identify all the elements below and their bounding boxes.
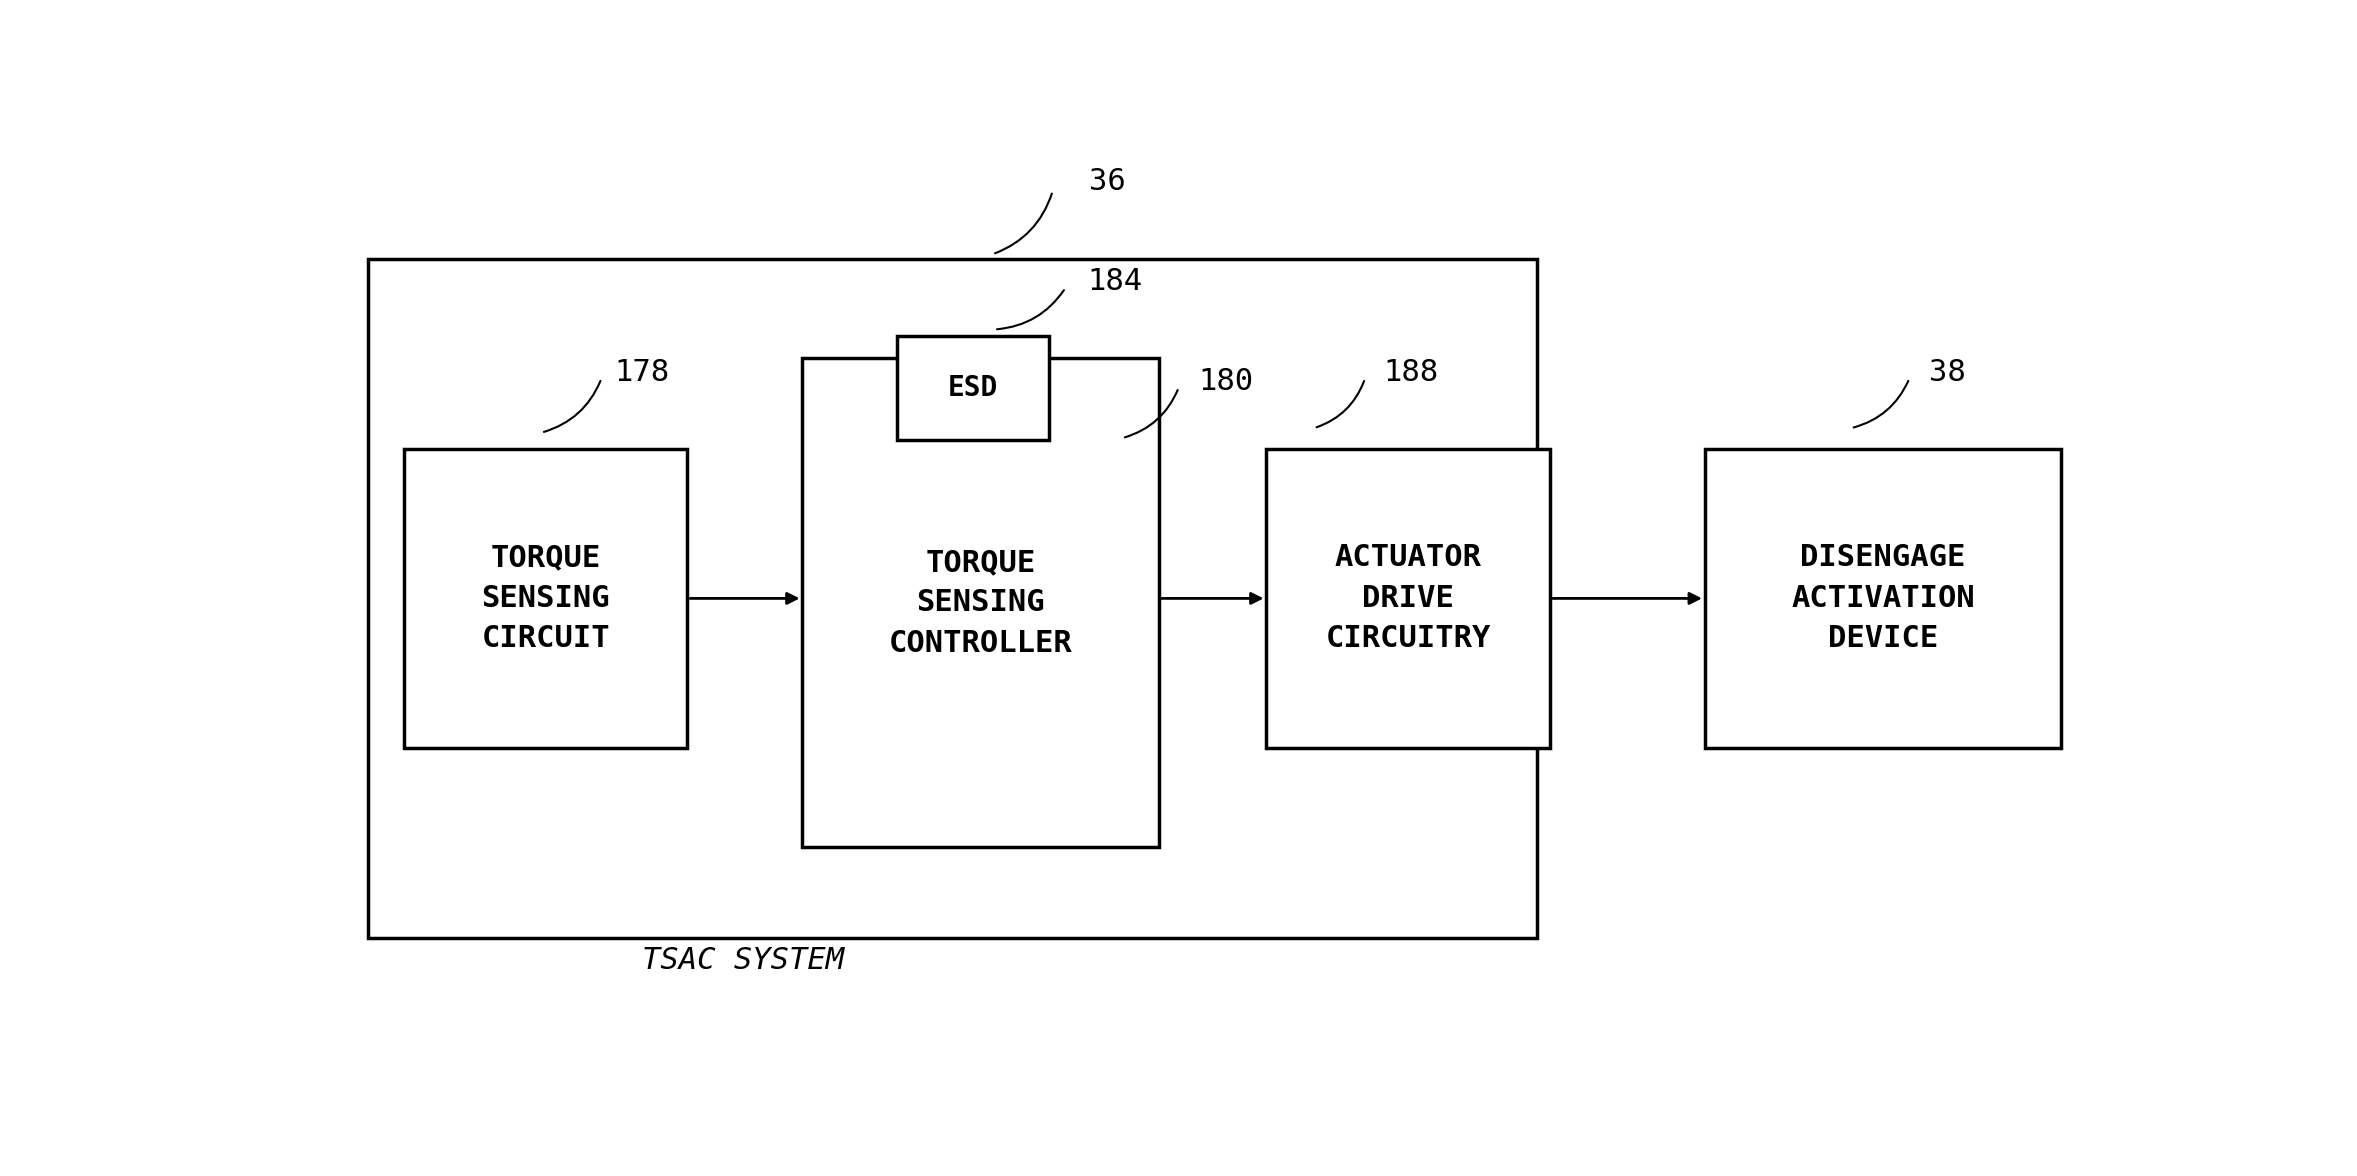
Text: 38: 38 — [1930, 358, 1966, 387]
Text: TSAC SYSTEM: TSAC SYSTEM — [641, 947, 844, 975]
Text: 36: 36 — [1089, 167, 1127, 196]
Bar — [1704, 449, 2060, 748]
Bar — [1266, 449, 1549, 748]
Text: 178: 178 — [615, 358, 669, 387]
Bar — [801, 359, 1160, 848]
Text: 180: 180 — [1200, 367, 1254, 395]
Text: ESD: ESD — [948, 374, 999, 402]
Text: DISENGAGE
ACTIVATION
DEVICE: DISENGAGE ACTIVATION DEVICE — [1791, 543, 1975, 654]
Bar — [405, 449, 688, 748]
Text: 188: 188 — [1384, 358, 1438, 387]
Text: TORQUE
SENSING
CIRCUIT: TORQUE SENSING CIRCUIT — [481, 543, 610, 654]
Text: ACTUATOR
DRIVE
CIRCUITRY: ACTUATOR DRIVE CIRCUITRY — [1325, 543, 1490, 654]
Text: TORQUE
SENSING
CONTROLLER: TORQUE SENSING CONTROLLER — [889, 548, 1072, 657]
Bar — [898, 336, 1049, 440]
Text: 184: 184 — [1087, 267, 1143, 296]
Bar — [368, 259, 1537, 938]
